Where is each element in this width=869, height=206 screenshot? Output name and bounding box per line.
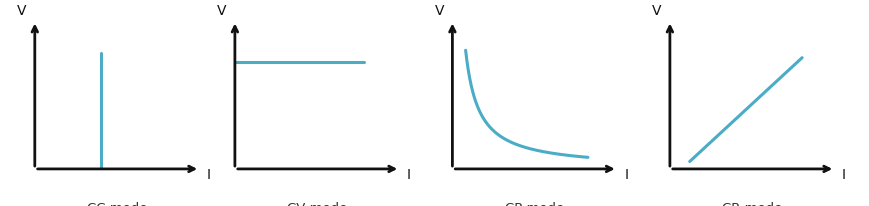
Text: V: V <box>216 4 226 18</box>
Text: V: V <box>434 4 443 18</box>
Text: CP mode: CP mode <box>505 201 564 206</box>
Text: CR mode: CR mode <box>721 201 782 206</box>
Text: I: I <box>841 168 845 182</box>
Text: V: V <box>17 4 26 18</box>
Text: I: I <box>207 168 210 182</box>
Text: V: V <box>651 4 660 18</box>
Text: I: I <box>624 168 627 182</box>
Text: CV mode: CV mode <box>287 201 348 206</box>
Text: I: I <box>407 168 410 182</box>
Text: CC mode: CC mode <box>87 201 148 206</box>
